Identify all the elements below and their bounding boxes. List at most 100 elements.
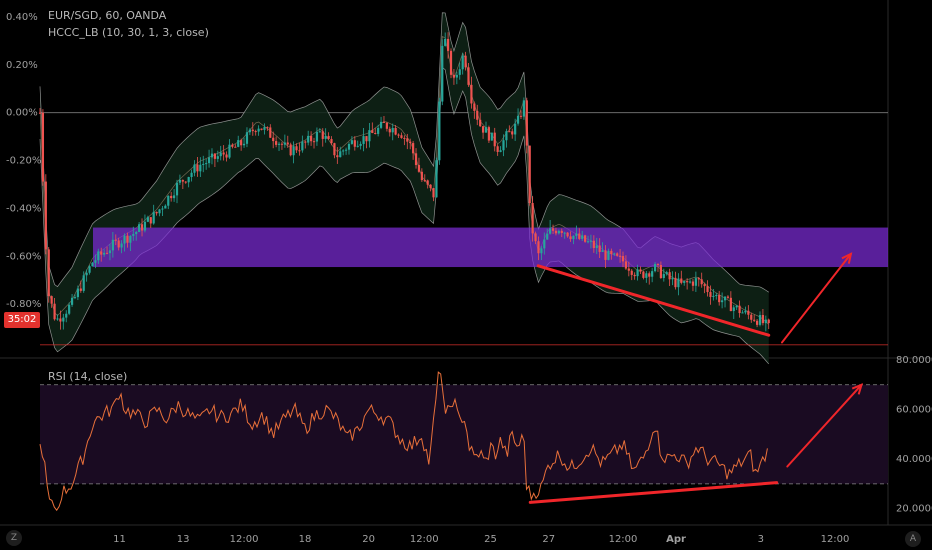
candle-body [347,143,351,150]
candle-body [199,164,202,172]
candle-body [257,128,260,132]
candle-body [449,50,453,75]
candle-body [152,211,155,224]
candle-body [721,300,724,303]
candle-body [178,179,182,183]
rsi-tick-label: 40.0000 [896,454,932,465]
candle-body [473,103,476,111]
candle-body [697,278,700,280]
candle-body [674,277,677,288]
candle-body [73,297,77,299]
candle-body [525,100,528,146]
time-tick-label: 25 [484,534,497,545]
candle-body [543,239,546,249]
candle-body [455,74,458,78]
candle-body [327,135,330,140]
candle-body [377,127,380,134]
candle-body [586,241,590,243]
candle-body [767,319,770,324]
candle-body [403,137,406,139]
candle-body [534,233,537,242]
price-tick-label: -0.40% [6,203,41,214]
candle-body [254,131,257,133]
candle-body [309,135,313,142]
candle-body [289,144,292,156]
candle-body [516,115,520,124]
candle-body [164,205,167,209]
candle-body [514,123,517,135]
candle-body [578,233,581,239]
candle-body [546,233,549,240]
candle-body [519,115,523,117]
candle-body [292,146,295,156]
candle-body [41,112,45,182]
time-tick-label: 20 [362,534,375,545]
candle-body [315,131,319,142]
candle-body [356,145,359,147]
price-tick-label: -0.20% [6,156,41,167]
left-corner-badge[interactable]: Z [6,530,22,546]
candle-body [385,122,388,129]
price-tick-label: -0.60% [6,251,41,262]
candle-body [70,297,74,305]
rsi-trendline [528,481,779,504]
candle-body [56,318,59,320]
candle-body [339,151,342,158]
candle-body [245,132,249,144]
candle-body [379,121,383,128]
candle-body [138,224,141,232]
candle-body [604,250,607,260]
candle-body [563,232,566,234]
candle-body [487,127,491,141]
candle-body [686,281,689,283]
candle-body [175,182,179,196]
price-trendline [536,264,771,337]
candle-body [706,286,709,293]
candle-body [589,240,593,242]
time-tick-label: 12:00 [609,534,638,545]
candle-body [750,314,753,320]
candle-body [400,135,403,138]
candle-body [307,135,310,143]
candle-body [627,268,630,271]
time-tick-label: 13 [177,534,190,545]
candle-body [758,315,762,325]
candle-body [581,235,584,239]
candle-body [114,239,117,241]
candle-body [263,127,266,130]
price-tick-label: -0.80% [6,299,41,310]
candle-body [350,140,354,144]
candle-body [280,143,284,145]
candle-body [636,269,639,277]
candle-body [572,235,575,240]
time-tick-label: 3 [758,534,764,545]
candle-body [62,317,65,322]
candle-body [85,272,88,276]
indicator-title: HCCC_LB (10, 30, 1, 3, close) [48,26,209,39]
candle-body [251,129,254,132]
candle-body [467,67,470,85]
candle-body [726,296,730,298]
candle-body [441,45,444,102]
candle-body [237,140,240,147]
candle-body [688,281,692,283]
candle-body [65,313,68,318]
candle-body [94,260,97,263]
candle-body [391,127,394,133]
price-arrow [781,252,852,344]
right-corner-badge[interactable]: A [905,531,921,547]
candle-body [709,292,712,297]
time-tick-label: 12:00 [230,534,259,545]
candle-body [659,264,662,278]
candle-body [747,310,750,315]
candle-body [554,230,558,234]
candle-body [59,318,62,322]
candle-body [677,278,680,288]
candle-body [374,132,377,134]
time-tick-label: Apr [666,534,686,545]
candle-body [394,127,397,135]
candle-body [207,157,211,164]
candle-body [718,295,721,303]
candle-body [47,249,50,297]
